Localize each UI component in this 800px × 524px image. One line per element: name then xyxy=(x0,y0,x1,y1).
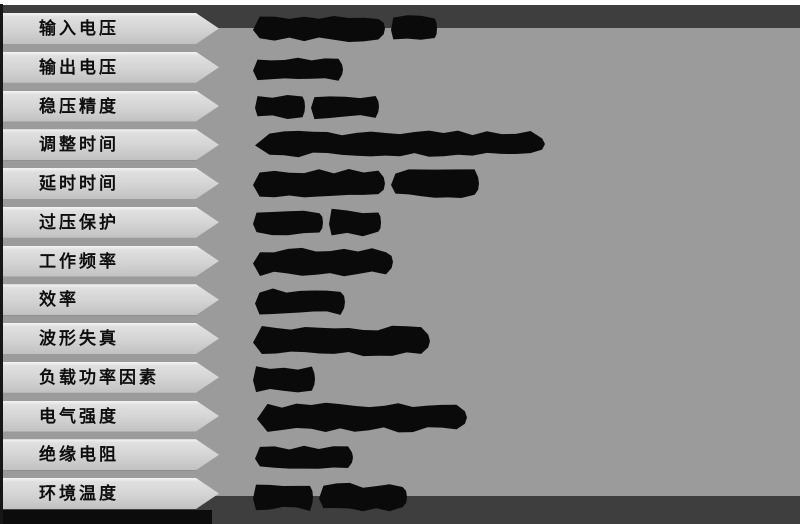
redacted-value-blob xyxy=(255,288,345,315)
spec-label: 延时时间 xyxy=(39,174,119,193)
spec-label-arrow: 效率 xyxy=(3,284,219,316)
spec-label: 电气强度 xyxy=(39,406,119,426)
redacted-value-blob xyxy=(253,366,315,393)
redacted-value-blob xyxy=(255,95,305,120)
spec-label: 输入电压 xyxy=(39,19,119,38)
bottom-left-black-strip xyxy=(0,510,212,524)
spec-label: 波形失真 xyxy=(39,329,119,348)
spec-label-arrow: 输入电压 xyxy=(3,13,219,44)
redacted-value-blob xyxy=(311,95,379,120)
spec-label: 环境温度 xyxy=(39,484,119,503)
redacted-value-blob xyxy=(329,208,381,237)
spec-label-arrow: 负载功率因素 xyxy=(3,361,219,393)
spec-label: 工作频率 xyxy=(39,251,119,271)
redacted-value-blob xyxy=(319,482,407,512)
spec-label: 调整时间 xyxy=(39,135,119,155)
spec-label-arrow: 过压保护 xyxy=(3,206,219,238)
redacted-value-blob xyxy=(253,484,313,511)
spec-label: 效率 xyxy=(39,290,79,310)
spec-label-arrow: 绝缘电阻 xyxy=(3,439,219,471)
spec-label-arrow: 工作频率 xyxy=(3,245,219,277)
spec-label-arrow: 电气强度 xyxy=(3,400,219,432)
redacted-value-blob xyxy=(391,15,437,40)
spec-label: 输出电压 xyxy=(39,57,119,77)
spec-label-arrow: 波形失真 xyxy=(3,323,219,354)
spec-label-arrow: 输出电压 xyxy=(3,51,219,83)
spec-label-arrow: 环境温度 xyxy=(3,478,219,509)
spec-label-arrow: 调整时间 xyxy=(3,129,219,161)
spec-label-arrow: 延时时间 xyxy=(3,168,219,199)
redacted-value-blob xyxy=(253,168,385,198)
spec-label-arrow: 稳压精度 xyxy=(3,90,219,122)
redacted-value-blob xyxy=(257,402,467,433)
redacted-value-blob xyxy=(255,130,545,158)
redacted-value-blob xyxy=(391,169,479,199)
redacted-value-blob xyxy=(253,247,393,277)
spec-label: 稳压精度 xyxy=(39,96,119,116)
redacted-value-blob xyxy=(253,325,430,357)
spec-label: 负载功率因素 xyxy=(39,367,159,387)
redacted-value-blob xyxy=(255,445,353,469)
spec-label: 过压保护 xyxy=(39,212,119,232)
spec-label: 绝缘电阻 xyxy=(39,445,119,465)
redacted-value-blob xyxy=(253,57,343,81)
redacted-value-blob xyxy=(253,210,323,236)
top-white-strip xyxy=(0,0,800,5)
left-border xyxy=(0,4,3,524)
redacted-value-blob xyxy=(253,16,385,43)
